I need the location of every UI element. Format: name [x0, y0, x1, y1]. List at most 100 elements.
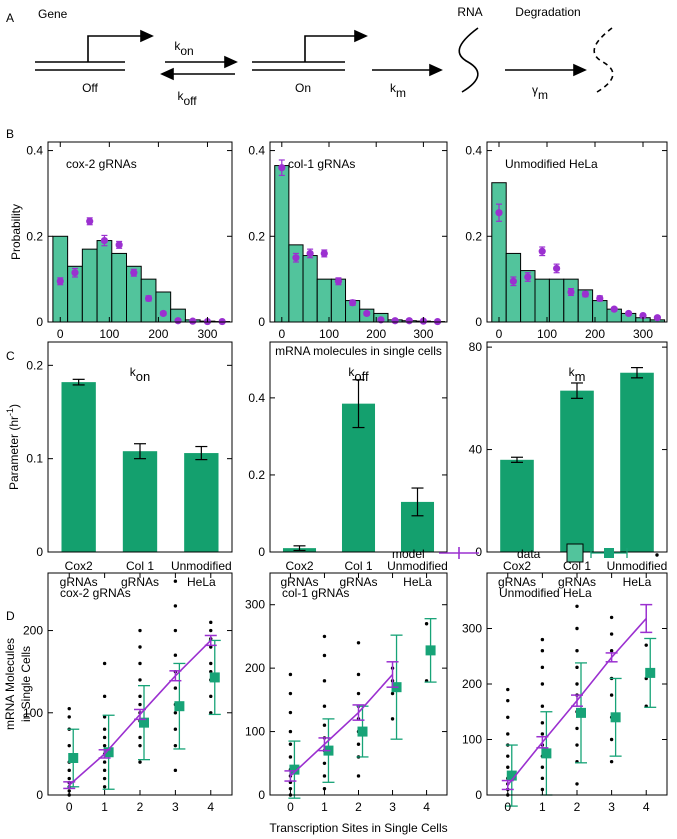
subscript: off: [354, 369, 369, 384]
y-tick-label: 0: [258, 315, 265, 329]
cell-dot: [609, 693, 614, 697]
rna-strand: [458, 27, 479, 93]
y-tick-label: 0.4: [248, 144, 265, 158]
cell-dot: [102, 727, 107, 731]
cell-dot: [575, 649, 579, 653]
data-mean: [289, 764, 300, 775]
x-tick-label: 200: [148, 327, 168, 341]
data-point: [292, 254, 300, 262]
cell-dot: [575, 743, 579, 747]
cell-dot: [67, 743, 71, 748]
data-point: [509, 277, 517, 285]
cell-dot: [322, 634, 327, 639]
panel-label: C: [6, 349, 15, 363]
diagram-shapes: [35, 27, 614, 93]
x-tick-label: 2: [355, 800, 362, 814]
legend-data-square: [604, 548, 614, 558]
cell-dot: [540, 765, 545, 769]
category-label: Col 1 gRNAs: [339, 559, 377, 589]
cell-dot: [322, 761, 327, 765]
data-mean: [425, 645, 436, 656]
category-line: Unmodified: [387, 559, 448, 573]
state-label: On: [295, 81, 311, 95]
cell-dot: [356, 742, 361, 746]
x-tick-label: 0: [66, 800, 73, 814]
rate-label: km: [390, 81, 406, 100]
cell-dot: [102, 760, 107, 764]
plot-frame: [269, 141, 448, 323]
plot-frame: [47, 141, 233, 323]
cell-dot: [575, 626, 579, 631]
cell-dot: [506, 732, 510, 736]
bar: [620, 372, 654, 552]
y-tick-label: 100: [245, 725, 265, 739]
x-tick-label: 3: [608, 800, 615, 814]
cell-dot: [173, 727, 178, 731]
promoter-arrow: [87, 35, 145, 62]
cell-dot: [356, 672, 361, 677]
cell-dot: [575, 604, 579, 608]
data-mean: [139, 717, 149, 728]
y-tick-label: 0.1: [26, 452, 43, 466]
state-label: Off: [82, 81, 98, 95]
cell-dot: [609, 615, 614, 620]
rate-label: kon: [174, 39, 193, 58]
bar: [184, 453, 219, 552]
cell-dot: [506, 765, 510, 769]
cell-dot: [209, 694, 213, 699]
y-tick-label: 0: [258, 545, 265, 559]
cell-dot: [390, 691, 395, 696]
cell-dot: [322, 774, 327, 778]
data-mean: [645, 667, 656, 678]
cell-dot: [424, 622, 429, 626]
y-tick-label: 0.2: [248, 229, 265, 243]
bar: [341, 403, 376, 552]
rate-label: γm: [532, 83, 548, 102]
label-text: Parameter (hr: [7, 416, 21, 490]
cell-dot: [575, 782, 579, 786]
histogram-bar: [330, 278, 347, 323]
cell-dot: [173, 628, 178, 633]
histogram-bar: [534, 278, 550, 323]
x-tick-label: 3: [172, 800, 179, 814]
y-tick-label: 0.4: [26, 144, 43, 158]
data-point: [363, 309, 371, 318]
data-point: [100, 236, 109, 245]
y-axis-label: in Single Cells: [19, 646, 33, 722]
data-point: [567, 288, 575, 296]
cell-dot: [506, 754, 510, 758]
cell-dot: [67, 715, 71, 719]
x-tick-label: 2: [574, 800, 581, 814]
arrow-head: [140, 29, 154, 43]
chart-title: cox-2 gRNAs: [60, 586, 131, 600]
cell-dot: [102, 694, 107, 699]
category-line: gRNAs: [339, 575, 377, 589]
cell-dot: [102, 715, 107, 719]
y-tick-label: 0: [258, 788, 265, 802]
cell-dot: [209, 620, 213, 625]
x-tick-label: 2: [137, 800, 144, 814]
y-tick-label: 0: [36, 788, 43, 802]
symbol: k: [348, 365, 355, 379]
cell-dot: [609, 649, 614, 653]
category-label: Cox2 gRNAs: [60, 559, 98, 589]
degradation-label: Degradation: [515, 5, 580, 19]
y-tick-label: 300: [462, 622, 482, 636]
x-axis-label: Transcription Sites in Single Cells: [269, 821, 447, 835]
cell-dot: [138, 661, 142, 666]
panel-label: A: [6, 11, 14, 25]
category-line: Cox2: [503, 559, 531, 573]
arrow-head: [429, 63, 443, 77]
cell-dot: [356, 641, 361, 645]
panel-label: B: [6, 127, 14, 141]
cell-dot: [173, 604, 178, 608]
cell-dot: [209, 661, 213, 666]
category-line: gRNAs: [60, 575, 98, 589]
cell-dot: [173, 743, 178, 748]
cell-dot: [540, 776, 545, 781]
x-tick-label: 0: [504, 800, 511, 814]
cell-dot: [138, 678, 142, 682]
cell-dot: [390, 717, 395, 721]
cell-dot: [102, 776, 107, 781]
